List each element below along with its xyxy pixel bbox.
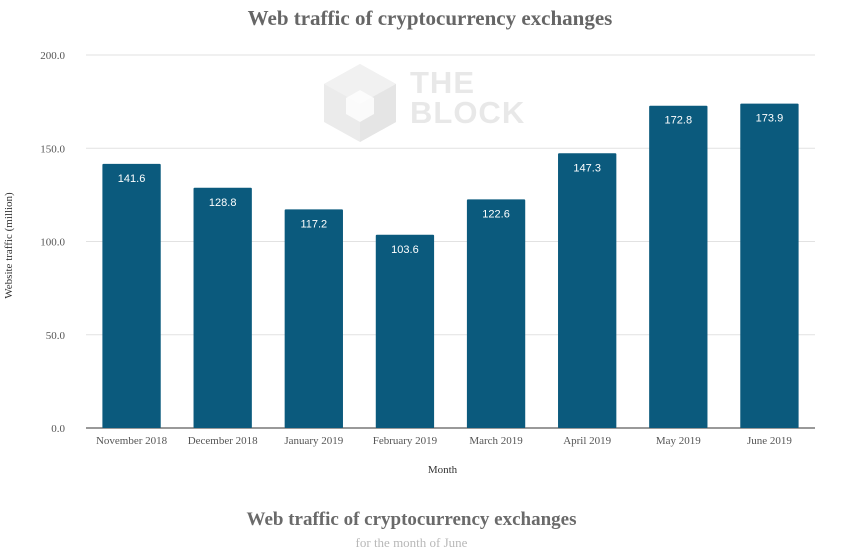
bar [375, 234, 435, 428]
y-tick-label: 0.0 [51, 423, 65, 435]
x-tick-label: April 2019 [563, 435, 611, 447]
x-tick-label: November 2018 [96, 435, 168, 447]
y-axis-title: Website traffic (million) [3, 192, 15, 299]
data-label: 141.6 [118, 173, 146, 185]
bar [740, 103, 799, 428]
y-tick-label: 200.0 [40, 50, 65, 62]
watermark-line-1: THE [410, 65, 475, 100]
x-tick-label: March 2019 [469, 435, 523, 447]
data-label: 173.9 [756, 113, 784, 125]
x-tick-label: May 2019 [656, 435, 701, 447]
footer-subtitle: for the month of June [355, 535, 468, 550]
bar [284, 209, 343, 428]
bar [558, 153, 617, 428]
bar-chart: 0.0 50.0 100.0 150.0 200.0 141.6 November 2018… [3, 50, 815, 476]
y-tick-label: 150.0 [40, 143, 65, 155]
x-tick-label: December 2018 [188, 435, 258, 447]
data-label: 147.3 [573, 162, 601, 174]
x-tick-label: February 2019 [373, 435, 438, 447]
y-tick-label: 50.0 [46, 330, 66, 342]
chart-title: Web traffic of cryptocurrency exchanges [247, 6, 613, 30]
data-label: 128.8 [209, 197, 237, 209]
x-tick-label: June 2019 [747, 435, 792, 447]
data-label: 172.8 [665, 115, 693, 127]
data-label: 103.6 [391, 244, 419, 256]
bar [649, 105, 708, 428]
watermark-line-2: BLOCK [410, 95, 526, 130]
bar [466, 199, 526, 428]
y-tick-label: 100.0 [40, 237, 65, 249]
data-label: 117.2 [300, 218, 327, 230]
watermark-text: THE BLOCK [410, 65, 526, 130]
footer-title: Web traffic of cryptocurrency exchanges [246, 509, 577, 530]
x-tick-label: January 2019 [284, 435, 343, 447]
watermark-logo: THE BLOCK [318, 60, 528, 144]
cube-icon [324, 64, 396, 142]
data-label: 122.6 [482, 208, 510, 220]
bar [193, 187, 252, 428]
bar [102, 163, 161, 428]
x-axis-title: Month [428, 464, 458, 476]
